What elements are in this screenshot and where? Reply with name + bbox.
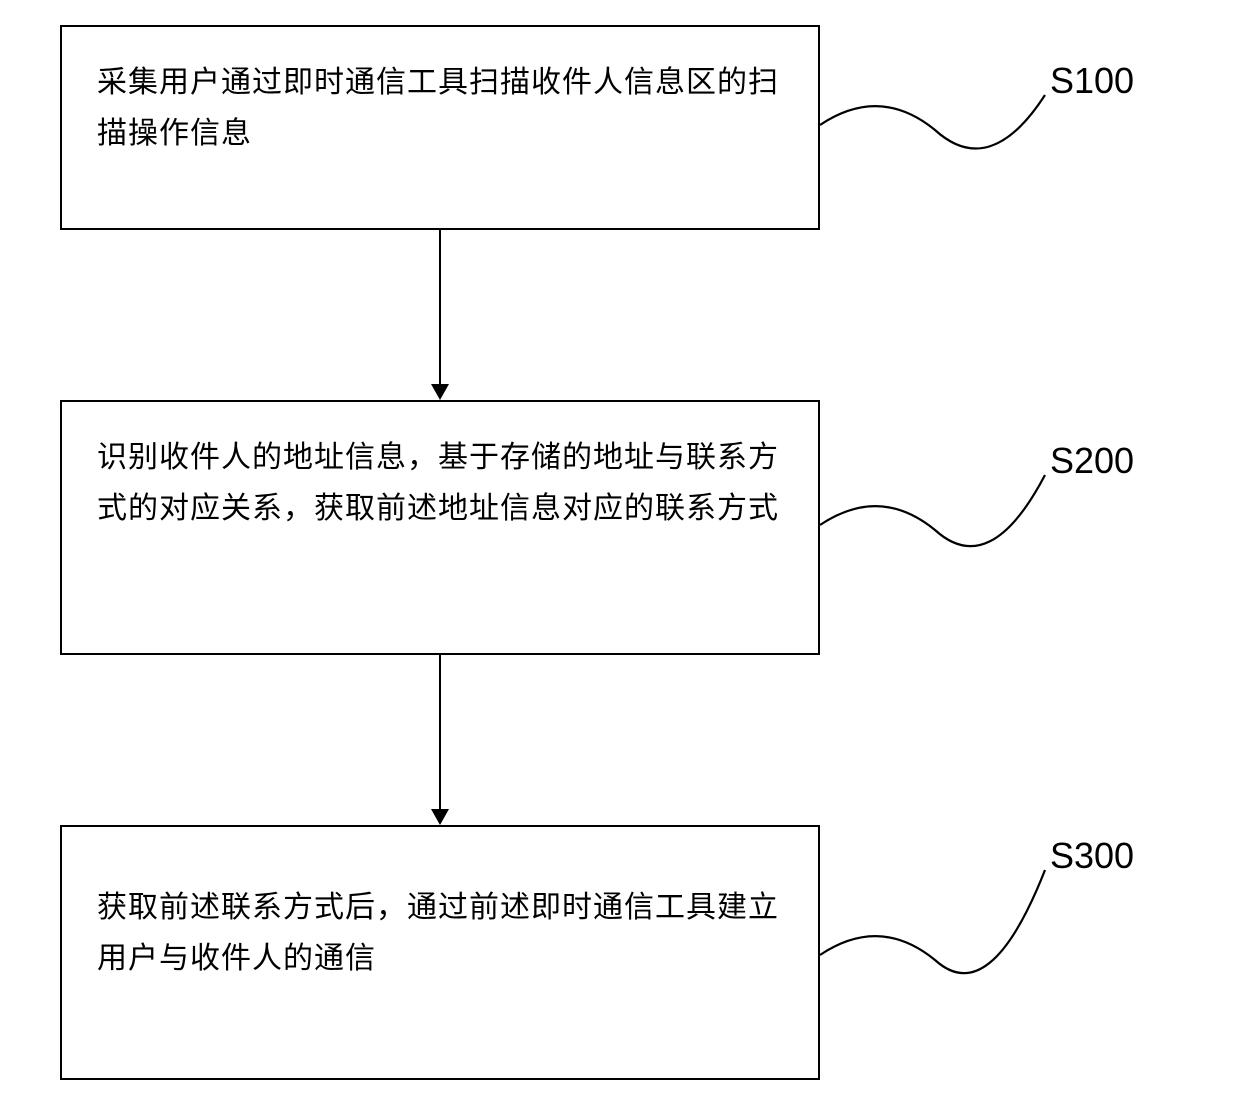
flowchart-step-1: 采集用户通过即时通信工具扫描收件人信息区的扫描操作信息 [60,25,820,230]
connector-1-2 [439,230,441,384]
curve-path-1 [820,95,1045,149]
flowchart-step-2: 识别收件人的地址信息，基于存储的地址与联系方式的对应关系，获取前述地址信息对应的… [60,400,820,655]
step-1-label: S100 [1050,60,1134,102]
step-1-text: 采集用户通过即时通信工具扫描收件人信息区的扫描操作信息 [97,57,783,159]
step-2-text: 识别收件人的地址信息，基于存储的地址与联系方式的对应关系，获取前述地址信息对应的… [97,432,783,534]
arrow-head-2-3 [431,809,449,825]
step-2-label: S200 [1050,440,1134,482]
step-3-text: 获取前述联系方式后，通过前述即时通信工具建立用户与收件人的通信 [97,882,783,984]
connector-2-3 [439,655,441,809]
flowchart-step-3: 获取前述联系方式后，通过前述即时通信工具建立用户与收件人的通信 [60,825,820,1080]
curve-path-2 [820,475,1045,546]
step-3-label: S300 [1050,835,1134,877]
curve-path-3 [820,870,1045,973]
arrow-head-1-2 [431,384,449,400]
